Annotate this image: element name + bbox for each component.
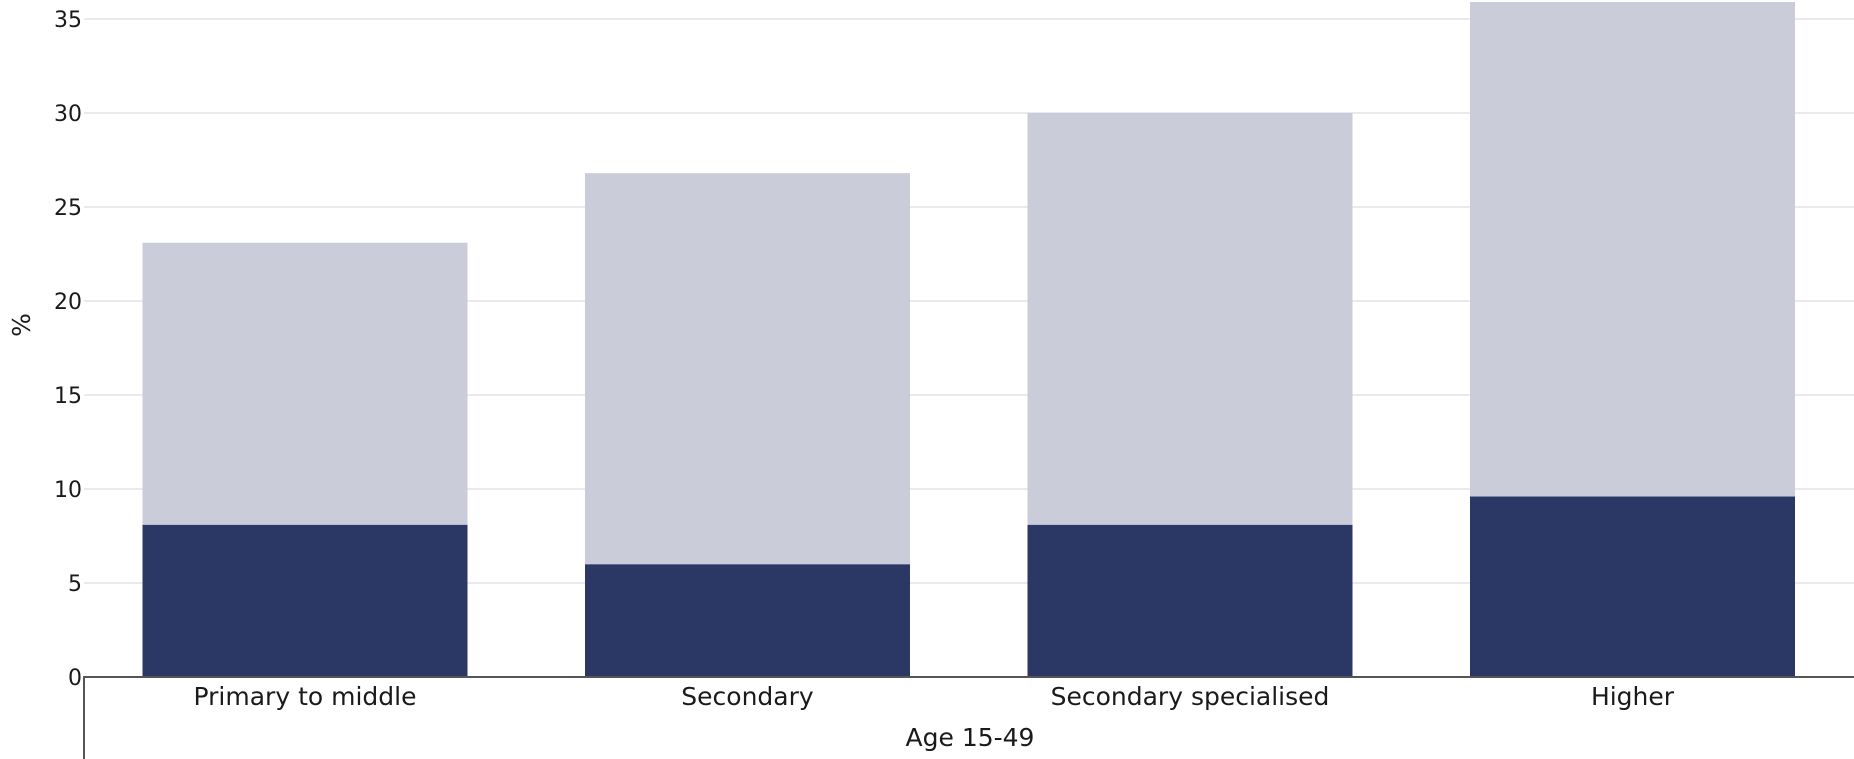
y-tick-label: 20 [54, 290, 82, 315]
y-tick-labels: 0 5 10 15 20 25 30 35 [54, 8, 82, 691]
x-category-label: Higher [1591, 682, 1675, 711]
y-tick-label: 0 [68, 666, 82, 691]
bar-segment-lower [142, 524, 468, 677]
y-tick-label: 5 [68, 572, 82, 597]
axes [83, 676, 1854, 759]
y-tick-label: 35 [54, 8, 82, 33]
x-category-labels: Primary to middle Secondary Secondary spec… [194, 682, 1675, 711]
y-tick-label: 30 [54, 102, 82, 127]
x-category-label: Primary to middle [194, 682, 417, 711]
y-tick-label: 15 [54, 384, 82, 409]
bar-segment-upper [142, 242, 468, 525]
bar-segment-upper [1470, 2, 1795, 497]
bar-segment-lower [585, 564, 910, 677]
x-axis-line [83, 676, 1854, 759]
y-tick-label: 25 [54, 196, 82, 221]
x-category-label: Secondary [681, 682, 814, 711]
bar-segment-lower [1027, 524, 1353, 677]
bar-segment-lower [1470, 496, 1795, 677]
x-axis-title: Age 15-49 [906, 723, 1035, 752]
x-category-label: Secondary specialised [1051, 682, 1330, 711]
y-tick-label: 10 [54, 478, 82, 503]
bar-segment-upper [1027, 113, 1353, 525]
bar-segment-upper [585, 173, 910, 565]
bars [142, 2, 1795, 677]
y-axis-title: % [7, 313, 36, 337]
